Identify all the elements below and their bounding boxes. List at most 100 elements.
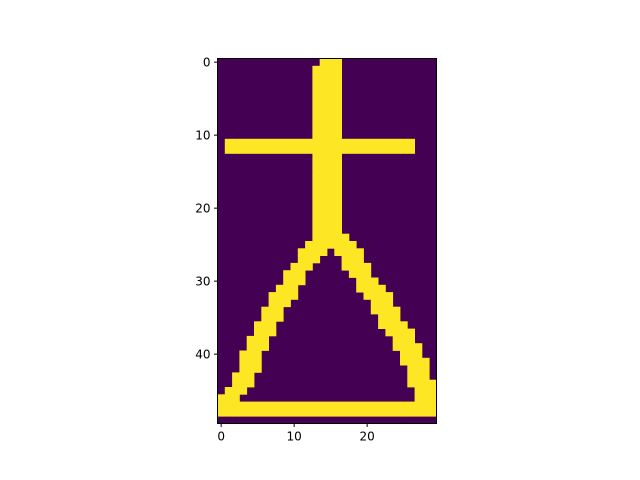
- heatmap-cell: [254, 335, 262, 344]
- heatmap-cell: [341, 241, 350, 249]
- heatmap-cell: [334, 197, 342, 205]
- heatmap-cell: [378, 284, 386, 293]
- y-tick-label: 20: [195, 202, 210, 216]
- heatmap-cell: [283, 401, 291, 410]
- heatmap-cell: [334, 241, 342, 249]
- heatmap-cell: [392, 138, 401, 147]
- heatmap-cell: [407, 401, 415, 410]
- heatmap-cell: [268, 306, 277, 315]
- heatmap-cell: [283, 299, 291, 308]
- heatmap-cell: [319, 175, 328, 183]
- heatmap-cell: [319, 401, 328, 410]
- heatmap-cell: [407, 335, 415, 344]
- heatmap-cell: [268, 321, 277, 329]
- heatmap-cell: [254, 401, 262, 410]
- heatmap-cell: [297, 262, 306, 271]
- heatmap-cell: [429, 401, 437, 410]
- heatmap-cell: [414, 357, 423, 366]
- heatmap-cell: [254, 146, 262, 154]
- heatmap-cell: [268, 292, 277, 300]
- heatmap-cell: [297, 401, 306, 410]
- heatmap-cell: [341, 401, 350, 410]
- heatmap-cell: [319, 233, 328, 242]
- heatmap-cell: [254, 343, 262, 351]
- heatmap-cell: [341, 262, 350, 271]
- heatmap-cell: [363, 401, 372, 410]
- heatmap-cell: [348, 241, 357, 249]
- heatmap-cell: [356, 138, 364, 147]
- heatmap-cell: [312, 102, 321, 110]
- heatmap-cell: [261, 306, 269, 315]
- heatmap-cell: [319, 189, 328, 198]
- heatmap-cell: [341, 408, 350, 417]
- heatmap-cell: [348, 248, 357, 256]
- heatmap-cell: [312, 175, 321, 183]
- heatmap-cell: [239, 408, 248, 417]
- heatmap-cell: [429, 394, 437, 402]
- heatmap-cell: [319, 248, 328, 256]
- heatmap-cell: [239, 350, 248, 359]
- heatmap-cell: [290, 138, 299, 147]
- heatmap-cell: [421, 379, 430, 388]
- heatmap-cell: [261, 328, 269, 337]
- heatmap-cell: [327, 211, 335, 220]
- heatmap-cell: [385, 138, 394, 147]
- heatmap-cell: [290, 146, 299, 154]
- heatmap-cell: [385, 401, 394, 410]
- heatmap-cell: [232, 387, 240, 395]
- heatmap-cell: [246, 335, 255, 344]
- heatmap-cell: [261, 343, 269, 351]
- heatmap-cell: [334, 168, 342, 176]
- heatmap-cell: [334, 175, 342, 183]
- heatmap-cell: [224, 394, 233, 402]
- heatmap-cell: [297, 248, 306, 256]
- heatmap-cell: [305, 248, 313, 256]
- heatmap-cell: [312, 80, 321, 89]
- heatmap-cell: [392, 321, 401, 329]
- heatmap-cell: [334, 102, 342, 110]
- heatmap-cell: [268, 408, 277, 417]
- heatmap-cell: [334, 248, 342, 256]
- heatmap-cell: [414, 372, 423, 381]
- heatmap-cell: [261, 321, 269, 329]
- heatmap-cell: [392, 306, 401, 315]
- heatmap-cell: [254, 321, 262, 329]
- heatmap-cell: [312, 95, 321, 103]
- heatmap-cell: [327, 87, 335, 96]
- heatmap-cell: [392, 328, 401, 337]
- heatmap-cell: [275, 284, 284, 293]
- heatmap-cell: [363, 146, 372, 154]
- heatmap-cell: [370, 401, 379, 410]
- heatmap-cell: [421, 357, 430, 366]
- heatmap-cell: [261, 314, 269, 322]
- heatmap-cell: [327, 131, 335, 140]
- heatmap-cell: [327, 102, 335, 110]
- heatmap-cell: [334, 58, 342, 67]
- heatmap-cell: [268, 314, 277, 322]
- heatmap-cell: [356, 277, 364, 286]
- heatmap-cell: [370, 138, 379, 147]
- heatmap-cell: [246, 138, 255, 147]
- heatmap-cell: [319, 102, 328, 110]
- heatmap-cell: [239, 379, 248, 388]
- heatmap-cell: [414, 343, 423, 351]
- heatmap-cell: [392, 408, 401, 417]
- heatmap-cell: [327, 233, 335, 242]
- heatmap-cell: [319, 408, 328, 417]
- heatmap-cell: [312, 73, 321, 81]
- heatmap-cell: [275, 146, 284, 154]
- heatmap-cell: [407, 357, 415, 366]
- heatmap-cell: [378, 299, 386, 308]
- heatmap-cell: [319, 204, 328, 213]
- heatmap-cell: [319, 131, 328, 140]
- x-tick-label: 10: [287, 430, 302, 444]
- heatmap-cell: [341, 233, 350, 242]
- heatmap-cell: [392, 335, 401, 344]
- heatmap-cell: [400, 408, 408, 417]
- heatmap-cell: [370, 306, 379, 315]
- heatmap-cell: [283, 146, 291, 154]
- heatmap-cell: [414, 350, 423, 359]
- heatmap-cell: [334, 160, 342, 169]
- heatmap-cell: [283, 270, 291, 278]
- heatmap-cell: [254, 357, 262, 366]
